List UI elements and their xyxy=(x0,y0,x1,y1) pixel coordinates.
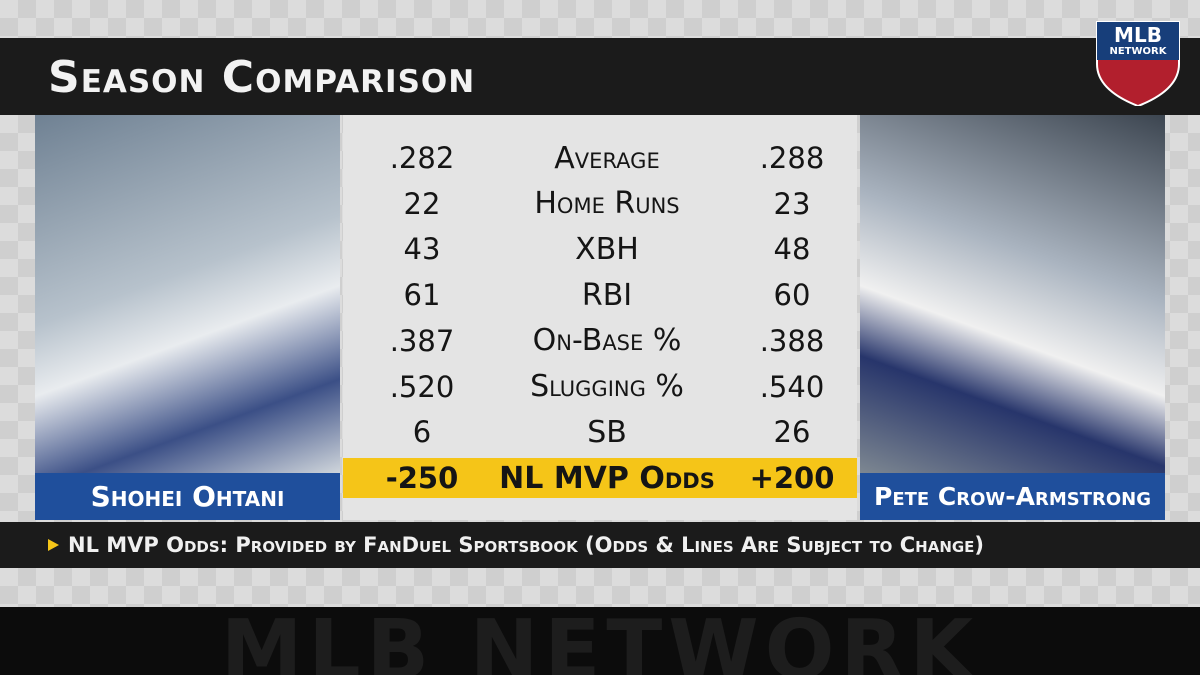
stat-value: .288 xyxy=(759,141,825,175)
logo-text: NETWORK xyxy=(1109,46,1167,57)
stat-row: 61 RBI 60 xyxy=(343,275,857,315)
stats-panel xyxy=(343,115,857,520)
stat-value: 23 xyxy=(773,186,811,221)
stat-label: RBI xyxy=(581,277,633,313)
logo-text: MLB xyxy=(1114,23,1162,47)
stat-value: .282 xyxy=(389,141,455,175)
odds-row: -250 NL MVP Odds +200 xyxy=(343,458,857,498)
stat-row: 43 XBH 48 xyxy=(343,229,857,269)
stat-value: 61 xyxy=(403,278,441,313)
stat-row: 6 SB 26 xyxy=(343,412,857,452)
footer-bar: NL MVP Odds: Provided by FanDuel Sportsb… xyxy=(0,522,1200,568)
stat-value: .520 xyxy=(389,369,455,404)
player-name: Shohei Ohtani xyxy=(35,473,340,520)
stat-label: Slugging % xyxy=(530,369,684,404)
logo-shield xyxy=(1096,21,1180,108)
stat-label: XBH xyxy=(575,231,639,267)
title-bar: Season Comparison xyxy=(0,38,1200,115)
stat-row: .520 Slugging % .540 xyxy=(343,367,857,407)
footer-arrow xyxy=(48,539,59,551)
stat-value: 60 xyxy=(773,278,811,313)
stat-row: 22 Home Runs 23 xyxy=(343,184,857,224)
stat-row: .387 On-Base % .388 xyxy=(343,321,857,361)
stat-value: 48 xyxy=(773,232,811,267)
stat-value: 43 xyxy=(403,232,441,267)
stat-value: 26 xyxy=(773,415,811,450)
player-name: Pete Crow-Armstrong xyxy=(860,473,1165,520)
watermark: MLB NETWORK xyxy=(220,607,980,675)
stat-value: 22 xyxy=(403,186,441,221)
stat-value: .540 xyxy=(759,369,825,404)
logo: MLB NETWORK xyxy=(1095,20,1181,108)
bottom-bar: MLB NETWORK xyxy=(0,607,1200,675)
footer-note: NL MVP Odds: Provided by FanDuel Sportsb… xyxy=(68,533,985,557)
stat-label: On-Base % xyxy=(532,323,682,359)
stat-label: Home Runs xyxy=(534,186,680,222)
stat-value: .388 xyxy=(759,323,825,358)
stat-label: Average xyxy=(554,140,660,176)
stat-value: -250 xyxy=(385,461,459,495)
stat-value: +200 xyxy=(749,461,835,495)
stat-value: .387 xyxy=(389,323,455,358)
stat-row: .282 Average .288 xyxy=(343,138,857,178)
player-photo xyxy=(860,115,1165,473)
title: Season Comparison xyxy=(48,52,476,103)
bottom-pattern xyxy=(0,568,1200,607)
stat-label: SB xyxy=(587,414,627,450)
top-pattern xyxy=(0,0,1200,38)
stat-value: 6 xyxy=(412,415,432,450)
stat-label: NL MVP Odds xyxy=(499,460,715,496)
player-photo xyxy=(35,115,340,473)
